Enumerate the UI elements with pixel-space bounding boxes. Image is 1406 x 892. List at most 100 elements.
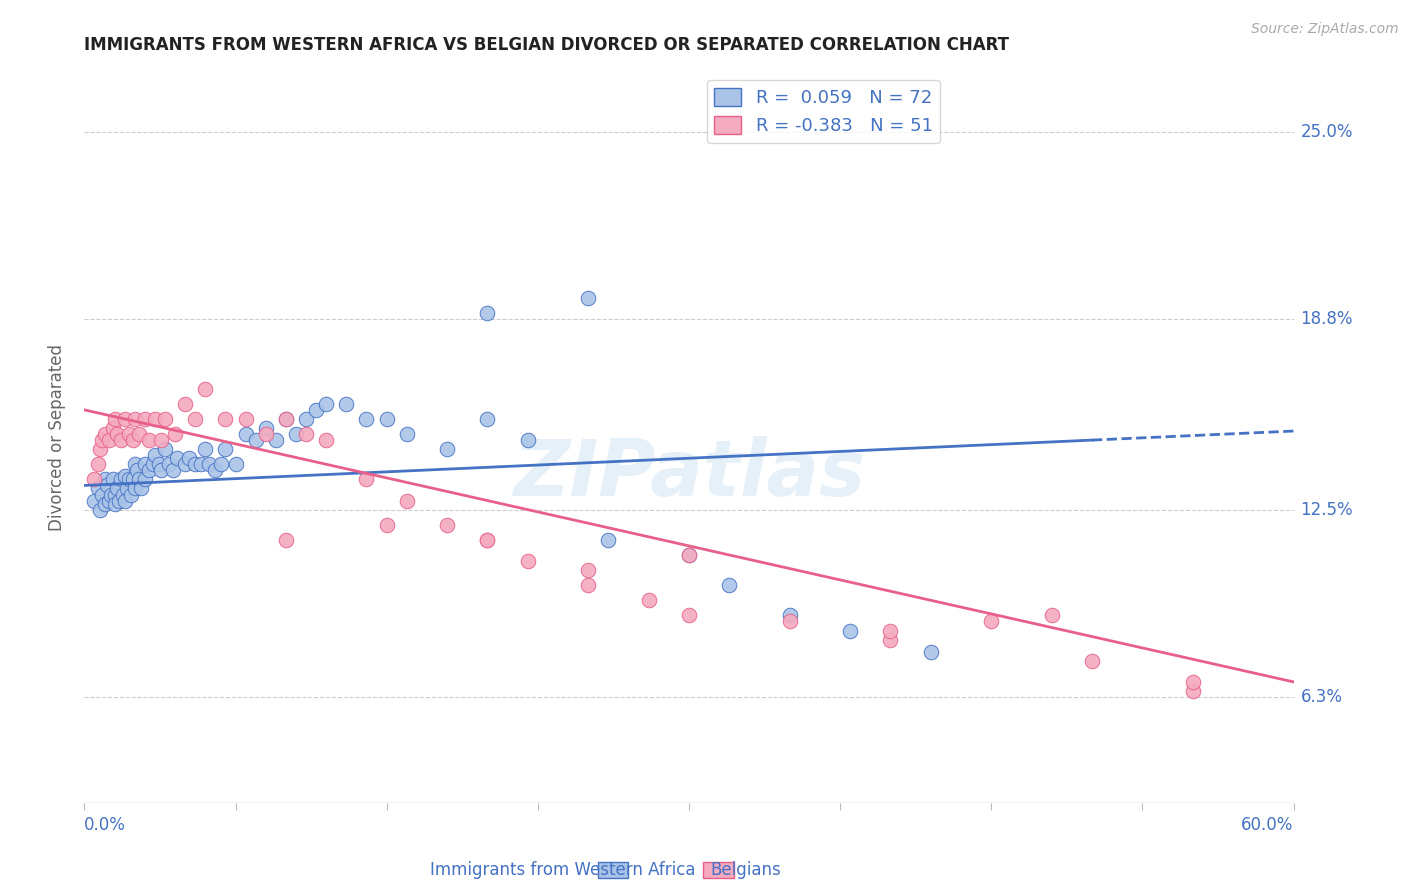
Point: [477, 306, 499, 320]
Point: [395, 493, 418, 508]
Point: [264, 433, 287, 447]
Point: [174, 457, 197, 471]
Point: [274, 412, 297, 426]
Point: [128, 472, 150, 486]
Point: [274, 412, 297, 426]
Text: Source: ZipAtlas.com: Source: ZipAtlas.com: [1251, 22, 1399, 37]
Point: [134, 457, 156, 471]
Point: [104, 487, 127, 501]
Point: [214, 412, 236, 426]
Point: [356, 412, 378, 426]
Point: [93, 497, 115, 511]
Point: [678, 548, 700, 562]
Point: [1181, 674, 1204, 689]
Point: [718, 578, 741, 592]
Point: [198, 457, 221, 471]
Point: [89, 502, 111, 516]
Point: [254, 421, 277, 435]
Point: [121, 472, 143, 486]
Text: 6.3%: 6.3%: [1301, 688, 1343, 706]
Point: [124, 412, 146, 426]
Point: [1181, 684, 1204, 698]
Point: [295, 427, 318, 442]
Point: [315, 397, 337, 411]
Point: [148, 457, 170, 471]
Point: [93, 472, 115, 486]
Point: [184, 457, 207, 471]
Point: [779, 608, 801, 623]
Point: [254, 427, 277, 442]
Point: [477, 412, 499, 426]
Point: [104, 412, 127, 426]
Point: [157, 457, 180, 471]
Point: [124, 457, 146, 471]
Point: [375, 517, 398, 532]
Point: [678, 608, 700, 623]
Point: [165, 427, 187, 442]
Point: [204, 463, 226, 477]
Point: [284, 427, 308, 442]
Point: [516, 433, 538, 447]
Text: 0.0%: 0.0%: [84, 816, 127, 834]
Text: 18.8%: 18.8%: [1301, 310, 1353, 328]
Point: [315, 433, 337, 447]
Point: [879, 632, 901, 647]
Point: [142, 457, 165, 471]
Point: [162, 463, 184, 477]
Point: [104, 497, 127, 511]
Point: [110, 472, 132, 486]
Point: [166, 451, 188, 466]
Point: [138, 433, 160, 447]
Point: [839, 624, 862, 638]
Point: [100, 487, 122, 501]
Point: [305, 403, 328, 417]
Point: [576, 563, 599, 577]
Point: [477, 533, 499, 547]
Point: [576, 291, 599, 305]
Point: [179, 451, 201, 466]
Point: [105, 427, 128, 442]
Point: [576, 578, 599, 592]
Point: [101, 472, 124, 486]
Text: 12.5%: 12.5%: [1301, 500, 1353, 518]
Point: [149, 433, 172, 447]
Point: [115, 482, 138, 496]
Point: [214, 442, 236, 457]
Point: [153, 412, 176, 426]
Text: ZIPatlas: ZIPatlas: [513, 435, 865, 512]
Point: [598, 533, 620, 547]
Point: [89, 442, 111, 457]
Point: [235, 427, 257, 442]
Point: [980, 615, 1002, 629]
Point: [1081, 654, 1104, 668]
Point: [395, 427, 418, 442]
Point: [174, 397, 197, 411]
Point: [101, 421, 124, 435]
Point: [209, 457, 232, 471]
Text: 25.0%: 25.0%: [1301, 123, 1353, 141]
Point: [194, 382, 217, 396]
Y-axis label: Divorced or Separated: Divorced or Separated: [48, 343, 66, 531]
Point: [97, 433, 120, 447]
Point: [87, 482, 110, 496]
Point: [637, 593, 659, 607]
Point: [97, 493, 120, 508]
Point: [134, 472, 156, 486]
Point: [121, 433, 143, 447]
Point: [114, 493, 136, 508]
Point: [138, 463, 160, 477]
Point: [91, 433, 114, 447]
Point: [516, 554, 538, 568]
Point: [110, 433, 132, 447]
Point: [295, 412, 318, 426]
Point: [107, 493, 129, 508]
Point: [120, 487, 142, 501]
Point: [96, 478, 118, 492]
Point: [375, 412, 398, 426]
Point: [143, 448, 166, 462]
Point: [111, 487, 134, 501]
Point: [114, 412, 136, 426]
Point: [1040, 608, 1063, 623]
Point: [779, 615, 801, 629]
Point: [879, 624, 901, 638]
